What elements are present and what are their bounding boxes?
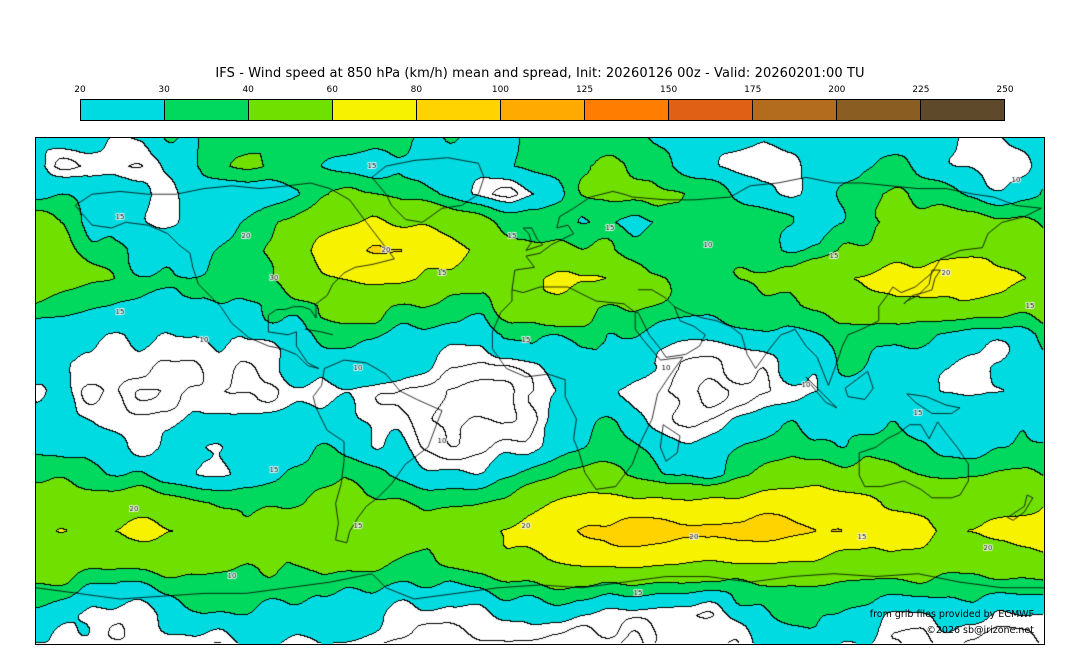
- colorbar-segment: [752, 100, 836, 120]
- colorbar-tick: 150: [660, 85, 678, 95]
- colorbar-tick: 250: [996, 85, 1014, 95]
- colorbar-tick: 30: [158, 85, 170, 95]
- map-canvas: [36, 138, 1044, 644]
- colorbar-segment: [416, 100, 500, 120]
- colorbar-tick: 225: [912, 85, 930, 95]
- colorbar-segment: [81, 100, 164, 120]
- attribution-ecmwf: from grib files provided by ECMWF: [869, 609, 1034, 620]
- colorbar-tick: 125: [575, 85, 594, 95]
- colorbar-tick: 60: [326, 85, 338, 95]
- colorbar-segment: [836, 100, 920, 120]
- colorbar-segment: [668, 100, 752, 120]
- colorbar-tick: 40: [242, 85, 254, 95]
- colorbar-tick: 200: [828, 85, 846, 95]
- colorbar-tick: 100: [491, 85, 510, 95]
- attribution-copyright: ©2026 sb@irizone.net: [926, 625, 1034, 636]
- chart-title: IFS - Wind speed at 850 hPa (km/h) mean …: [215, 66, 865, 81]
- colorbar-segment: [920, 100, 1004, 120]
- colorbar-tick: 175: [744, 85, 762, 95]
- colorbar-segment: [584, 100, 668, 120]
- colorbar-segment: [500, 100, 584, 120]
- map-frame: from grib files provided by ECMWF ©2026 …: [35, 137, 1045, 645]
- colorbar-scale: [80, 99, 1005, 121]
- colorbar-segment: [332, 100, 416, 120]
- colorbar-tick-labels: 20 30 40 60 80 100 125 150 175 200 225 250: [74, 85, 1013, 97]
- colorbar-tick: 20: [74, 85, 86, 95]
- colorbar-tick: 80: [410, 85, 423, 95]
- colorbar-segment: [164, 100, 248, 120]
- colorbar-segment: [248, 100, 332, 120]
